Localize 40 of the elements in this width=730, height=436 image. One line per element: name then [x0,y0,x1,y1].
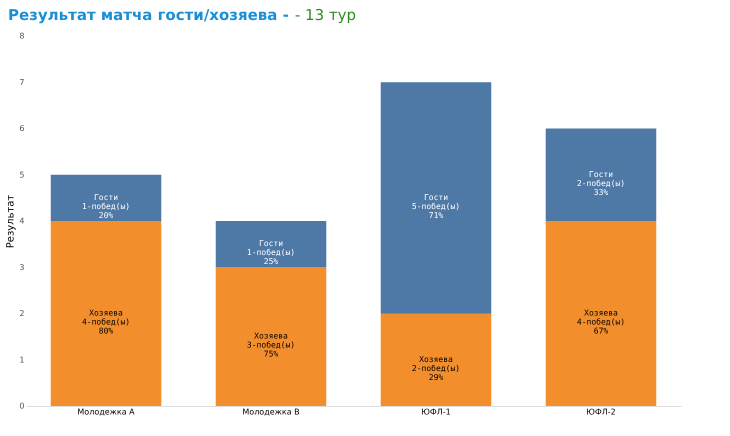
text: Хозяева [89,308,123,318]
text: Хозяева [584,308,618,318]
bar [50,174,162,221]
chart-title: Результат матча гости/хозяева - [8,6,289,24]
y-tick-label: 6 [19,124,24,133]
series-label: Гости [94,192,118,202]
bar [546,128,656,221]
data-label: 5-побед(ы) 71% [412,202,460,220]
bar [546,221,656,406]
y-tick-label: 5 [19,170,24,180]
bar [216,267,326,406]
bar [380,82,492,314]
x-tick-label: ЮФЛ-1 [421,408,451,416]
y-tick-label: 1 [19,355,24,364]
x-tick-label: ЮФЛ-2 [586,408,616,416]
text: Хозяева [419,354,453,364]
y-tick-label: 4 [19,216,24,226]
data-label: 4-побед(ы) 80% [82,318,130,336]
x-tick-label: Молодежка А [77,408,136,416]
data-label: 1-побед(ы) 20% [82,202,130,220]
data-label: 3-побед(ы) 75% [246,340,296,359]
x-tick-label: Молодежка В [242,408,300,416]
bar [216,221,326,268]
text: Гости [424,192,448,202]
y-tick-label: 2 [19,309,24,318]
data-label: 2-побед(ы) 29% [412,364,460,382]
y-tick-label: 7 [19,78,24,87]
chart-subtitle: - 13 тур [294,6,356,24]
bar [380,314,492,406]
data-label: 2-побед(ы) 33% [576,178,626,197]
y-axis-title: Результат [5,194,16,248]
text: Гости [588,170,614,179]
series-label: Хозяева [254,332,288,341]
y-tick-label: 3 [19,262,24,272]
y-tick-label: 8 [19,32,24,40]
data-label: 1-побед(ы) 25% [246,248,296,266]
data-label: 4-побед(ы) 67% [576,318,626,336]
text: Гости [258,239,284,248]
y-tick-label: 0 [19,402,24,410]
bar [50,221,162,406]
